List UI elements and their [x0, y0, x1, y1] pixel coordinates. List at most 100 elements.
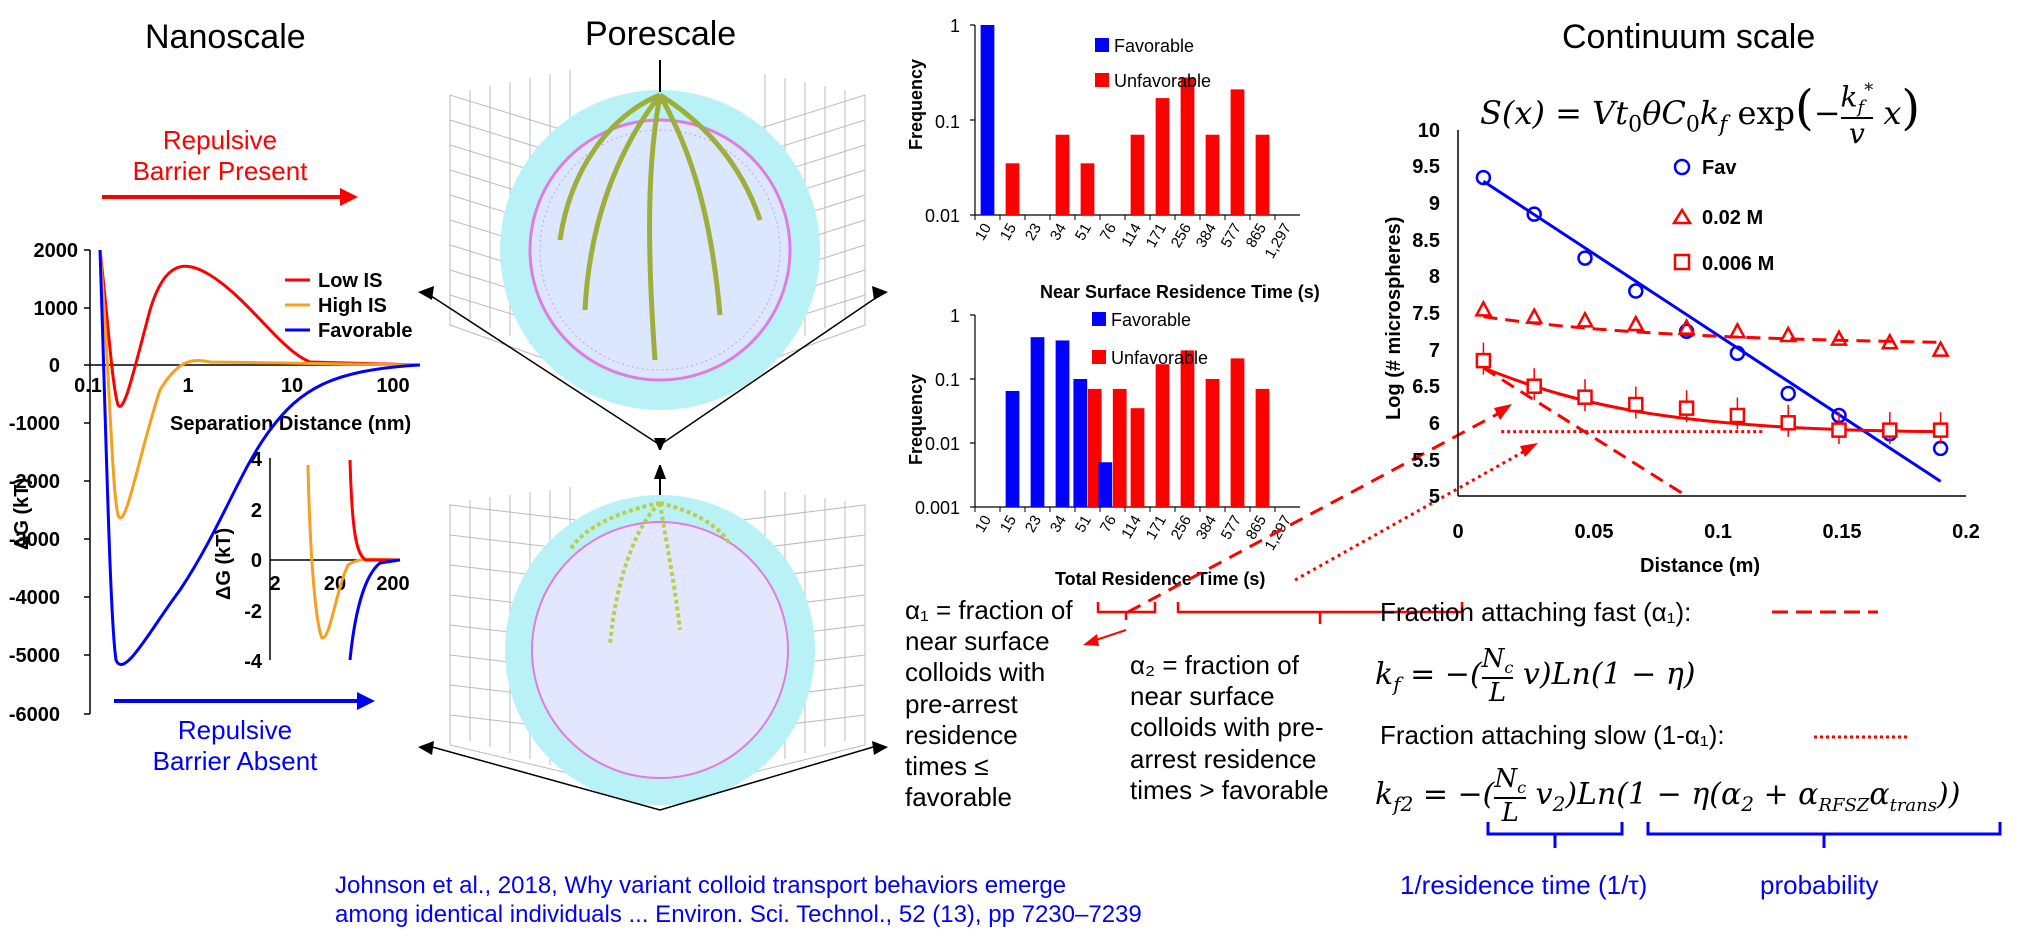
- inset-ytick: -2: [244, 601, 262, 623]
- histo-top-legend-favorable: Favorable: [1114, 36, 1194, 56]
- point-002m: [1575, 310, 1595, 328]
- brace-residence-label: 1/residence time (1/τ): [1400, 870, 1648, 900]
- barrier-absent-arrow: [114, 692, 375, 710]
- cont-legend-fav: Fav: [1702, 157, 1737, 179]
- point-fav: [1729, 345, 1746, 362]
- histo-xtick-label: 76: [1097, 221, 1120, 244]
- cont-legend-0006m: 0.006 M: [1702, 253, 1774, 275]
- histo-xtick-label: 114: [1118, 513, 1145, 542]
- point-002m: [1474, 299, 1493, 317]
- cont-ytick: 8.5: [1412, 230, 1440, 252]
- nano-xtick: 10: [281, 375, 303, 397]
- histo-bottom-ytick: 0.1: [935, 370, 960, 390]
- point-002m: [1677, 318, 1696, 335]
- citation-line2: among identical individuals ... Environ.…: [335, 900, 1142, 928]
- point-002m: [1626, 314, 1645, 332]
- nanoscale-heading: Nanoscale: [145, 18, 306, 56]
- kf-equation: kf = −(Nc L v)Ln(1 − η): [1375, 644, 1696, 708]
- brace-probability-label: probability: [1760, 870, 1879, 900]
- alpha1-line: times ≤: [905, 750, 989, 781]
- histo-bar-favorable: [980, 25, 995, 215]
- cont-ytick: 10: [1418, 120, 1440, 142]
- cont-ytick: 8: [1429, 266, 1440, 288]
- histo-xtick-label: 10: [972, 513, 995, 536]
- histo-bottom-ytick: 1: [950, 306, 960, 326]
- histo-bar-unfavorable: [1180, 350, 1195, 507]
- histo-bottom-legend-unfavorable: Unfavorable: [1111, 348, 1208, 368]
- histo-bar-unfavorable: [1230, 358, 1245, 507]
- porescale-sphere-top: [418, 60, 888, 450]
- fast-legend-dashes: [1772, 610, 1878, 614]
- histo-xtick-label: 577: [1218, 221, 1245, 251]
- histo-xtick-label: 76: [1097, 513, 1120, 536]
- continuum-heading: Continuum scale: [1562, 18, 1816, 56]
- equation-braces: [1486, 822, 2002, 848]
- fast-fraction-label: Fraction attaching fast (α₁):: [1380, 597, 1691, 628]
- histo-xtick-label: 171: [1143, 221, 1170, 251]
- alpha1-brace: [1096, 602, 1157, 620]
- slow-fraction-text: Fraction attaching slow (1-α₁):: [1380, 720, 1725, 750]
- point-002m: [1525, 307, 1544, 324]
- fit-0006m: [1482, 366, 1941, 434]
- barrier-present-line2: Barrier Present: [132, 156, 308, 187]
- histo-bar-unfavorable: [1180, 77, 1195, 215]
- histo-xtick-label: 15: [997, 221, 1020, 244]
- point-0006m: [1577, 389, 1593, 405]
- histo-xtick-label: 384: [1193, 513, 1220, 543]
- nano-xlabel: Separation Distance (nm): [170, 413, 411, 435]
- cont-ylabel: Log (# microspheres): [1383, 217, 1405, 420]
- barrier-present-label: Repulsive Barrier Present: [95, 125, 345, 187]
- point-002m: [1779, 325, 1798, 343]
- point-fav: [1475, 169, 1492, 186]
- cont-ytick: 6: [1429, 413, 1440, 435]
- histo-bar-favorable: [1005, 390, 1020, 507]
- fast-fraction-text: Fraction attaching fast (α₁):: [1380, 597, 1692, 627]
- cont-ytick: 6.5: [1412, 376, 1440, 398]
- histo-xtick-label: 1,297: [1261, 513, 1294, 554]
- point-0006m: [1882, 422, 1898, 438]
- nano-xtick: 0.1: [74, 375, 102, 397]
- point-0006m: [1628, 396, 1644, 413]
- low-is-curve: [98, 249, 421, 408]
- favorable-curve: [98, 249, 421, 667]
- inset-ytick: 4: [251, 449, 263, 471]
- histo-xtick-label: 256: [1168, 513, 1195, 543]
- histo-xtick-label: 15: [997, 513, 1020, 536]
- alpha2-line: colloids with pre-: [1130, 712, 1324, 743]
- cont-ytick: 7: [1429, 340, 1440, 362]
- inset-ytick: -4: [244, 651, 263, 673]
- histo-bottom-ytick: 0.01: [925, 434, 960, 454]
- histo-bottom-ylabel: Frequency: [906, 374, 926, 465]
- histo-xtick-label: 23: [1022, 221, 1045, 244]
- continuum-plot-area: [1457, 130, 1966, 498]
- histo-bottom-ytick: 0.001: [915, 498, 960, 518]
- barrier-absent-line1: Repulsive: [177, 715, 293, 745]
- histo-top-ytick: 0.01: [925, 206, 960, 226]
- cont-ytick: 5: [1429, 486, 1440, 508]
- point-0006m: [1729, 407, 1746, 424]
- histo-top-xlabel: Near Surface Residence Time (s): [1040, 282, 1320, 302]
- nano-legend: Low IS High IS Favorable: [285, 270, 412, 342]
- histo-bar-unfavorable: [1130, 134, 1145, 215]
- nano-ylabel: ΔG (kT): [11, 478, 33, 550]
- histo-top-legend: Favorable Unfavorable: [1095, 36, 1211, 91]
- point-0006m: [1831, 422, 1847, 438]
- nano-ytick: 1000: [34, 298, 79, 320]
- histo-bottom-legend: Favorable Unfavorable: [1092, 310, 1208, 368]
- cont-legend: Fav 0.02 M 0.006 M: [1671, 157, 1774, 275]
- nanoscale-energy-chart: 2000 1000 0 -1000 -2000 -3000 -4000 -500…: [9, 240, 421, 726]
- histo-xtick-label: 577: [1218, 513, 1245, 543]
- barrier-absent-label: Repulsive Barrier Absent: [110, 715, 360, 777]
- point-002m: [1931, 339, 1950, 357]
- fit-002m: [1483, 315, 1941, 344]
- slow-fraction-label: Fraction attaching slow (1-α₁):: [1380, 720, 1725, 751]
- citation: Johnson et al., 2018, Why variant colloi…: [335, 872, 1142, 930]
- histo-bar-unfavorable: [1255, 134, 1270, 215]
- nano-ytick: -1000: [9, 413, 60, 435]
- nano-xtick: 100: [376, 375, 409, 397]
- histo-xtick-label: 51: [1072, 221, 1095, 244]
- barrier-present-arrow: [102, 188, 358, 206]
- point-fav: [1526, 206, 1542, 222]
